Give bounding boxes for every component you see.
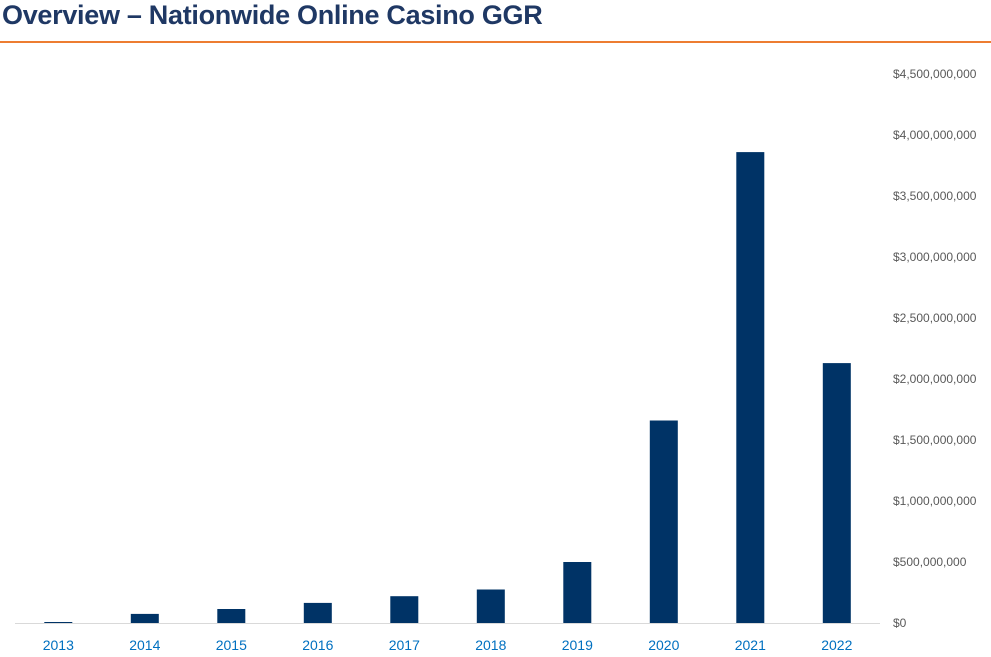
- y-tick-label: $0: [893, 616, 907, 630]
- bar-2015: [217, 609, 246, 623]
- x-tick-label: 2015: [216, 637, 247, 653]
- bar-2017: [390, 596, 419, 623]
- x-tick-label: 2017: [389, 637, 420, 653]
- y-axis-ticks: $0 $500,000,000 $1,000,000,000 $1,500,000,0…: [893, 67, 977, 630]
- bar-2016: [303, 602, 332, 623]
- x-axis-ticks: 2013 2014 2015 2016 2017 2018 2019 2020 2021 2022: [43, 637, 853, 653]
- x-tick-label: 2019: [562, 637, 593, 653]
- x-tick-label: 2022: [821, 637, 852, 653]
- page-title: Overview – Nationwide Online Casino GGR: [2, 0, 543, 30]
- x-tick-label: 2021: [735, 637, 766, 653]
- y-tick-label: $1,500,000,000: [893, 433, 977, 447]
- title-divider: [0, 41, 991, 43]
- bar-2013: [44, 622, 73, 623]
- x-tick-label: 2018: [475, 637, 506, 653]
- y-tick-label: $3,500,000,000: [893, 189, 977, 203]
- bar-series: [44, 152, 851, 623]
- bar-2020: [649, 420, 678, 623]
- bar-2022: [822, 363, 851, 623]
- bar-2018: [476, 589, 505, 623]
- y-tick-label: $3,000,000,000: [893, 250, 977, 264]
- y-tick-label: $2,500,000,000: [893, 311, 977, 325]
- y-tick-label: $1,000,000,000: [893, 494, 977, 508]
- y-tick-label: $500,000,000: [893, 555, 967, 569]
- bar-2019: [563, 562, 592, 623]
- x-tick-label: 2013: [43, 637, 74, 653]
- x-tick-label: 2020: [648, 637, 679, 653]
- bar-2021: [736, 152, 765, 623]
- y-tick-label: $4,000,000,000: [893, 128, 977, 142]
- x-tick-label: 2016: [302, 637, 333, 653]
- y-tick-label: $2,000,000,000: [893, 372, 977, 386]
- x-tick-label: 2014: [129, 637, 160, 653]
- bar-2014: [130, 613, 159, 623]
- y-tick-label: $4,500,000,000: [893, 67, 977, 81]
